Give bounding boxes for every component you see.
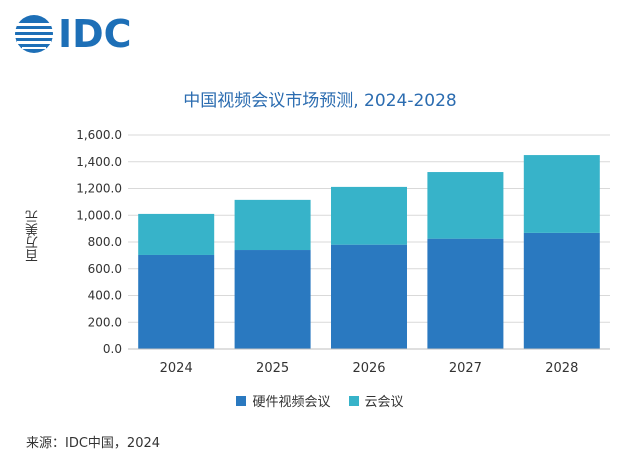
legend-swatch-cloud [348, 395, 359, 406]
x-tick-label: 2028 [545, 361, 578, 376]
y-tick-label: 1,400.0 [76, 155, 122, 169]
y-tick-label: 400.0 [88, 289, 122, 303]
bar-hardware [427, 238, 504, 349]
x-tick-label: 2026 [352, 361, 385, 376]
y-tick-label: 600.0 [88, 262, 122, 276]
legend-item-cloud: 云会议 [348, 391, 404, 410]
idc-logo: IDC [14, 12, 132, 56]
y-tick-label: 0.0 [103, 342, 122, 356]
source-note: 来源：IDC中国，2024 [26, 436, 161, 451]
globe-icon [15, 15, 53, 53]
bar-hardware [234, 250, 311, 349]
x-tick-label: 2025 [256, 361, 289, 376]
y-tick-label: 800.0 [88, 235, 122, 249]
bar-hardware [138, 254, 215, 349]
legend-label-hardware: 硬件视频会议 [252, 395, 331, 410]
y-tick-label: 1,600.0 [76, 128, 122, 142]
bar-hardware [523, 232, 600, 349]
bar-cloud [234, 199, 311, 251]
bar-cloud [427, 172, 504, 239]
bar-cloud [138, 213, 215, 255]
logo-text: IDC [58, 12, 132, 56]
chart-title: 中国视频会议市场预测, 2024-2028 [183, 91, 457, 111]
bar-cloud [523, 155, 600, 233]
bar-cloud [331, 186, 407, 245]
x-tick-label: 2024 [160, 361, 193, 376]
y-tick-label: 1,000.0 [76, 208, 122, 222]
bar-hardware [331, 244, 407, 349]
legend-swatch-hardware [236, 395, 247, 406]
legend-label-cloud: 云会议 [364, 395, 404, 410]
legend-item-hardware: 硬件视频会议 [236, 391, 331, 410]
y-tick-label: 1,200.0 [76, 182, 122, 196]
y-tick-label: 200.0 [88, 315, 122, 329]
legend: 硬件视频会议 云会议 [0, 391, 640, 410]
x-tick-label: 2027 [449, 361, 482, 376]
